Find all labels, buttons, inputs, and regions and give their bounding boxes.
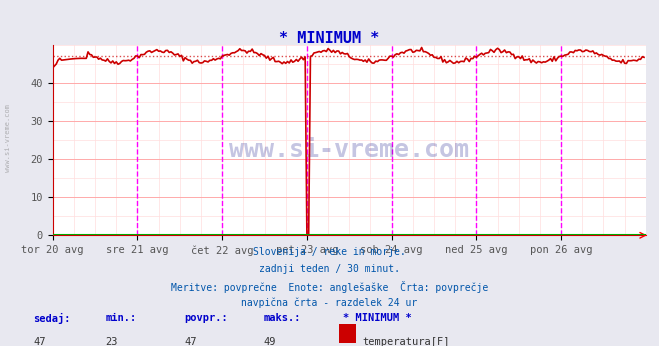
Text: sedaj:: sedaj: (33, 313, 71, 324)
Text: * MINIMUM *: * MINIMUM * (279, 31, 380, 46)
Text: Meritve: povprečne  Enote: anglešaške  Črta: povprečje: Meritve: povprečne Enote: anglešaške Črt… (171, 281, 488, 293)
Text: 47: 47 (185, 337, 197, 346)
Text: temperatura[F]: temperatura[F] (362, 337, 450, 346)
Text: www.si-vreme.com: www.si-vreme.com (5, 104, 11, 172)
Text: maks.:: maks.: (264, 313, 301, 323)
Text: 49: 49 (264, 337, 276, 346)
Text: 23: 23 (105, 337, 118, 346)
Text: zadnji teden / 30 minut.: zadnji teden / 30 minut. (259, 264, 400, 274)
Text: * MINIMUM *: * MINIMUM * (343, 313, 411, 323)
Text: min.:: min.: (105, 313, 136, 323)
Text: 47: 47 (33, 337, 45, 346)
Text: Slovenija / reke in morje.: Slovenija / reke in morje. (253, 247, 406, 257)
Text: navpična črta - razdelek 24 ur: navpična črta - razdelek 24 ur (241, 297, 418, 308)
Text: povpr.:: povpr.: (185, 313, 228, 323)
Text: www.si-vreme.com: www.si-vreme.com (229, 138, 469, 162)
